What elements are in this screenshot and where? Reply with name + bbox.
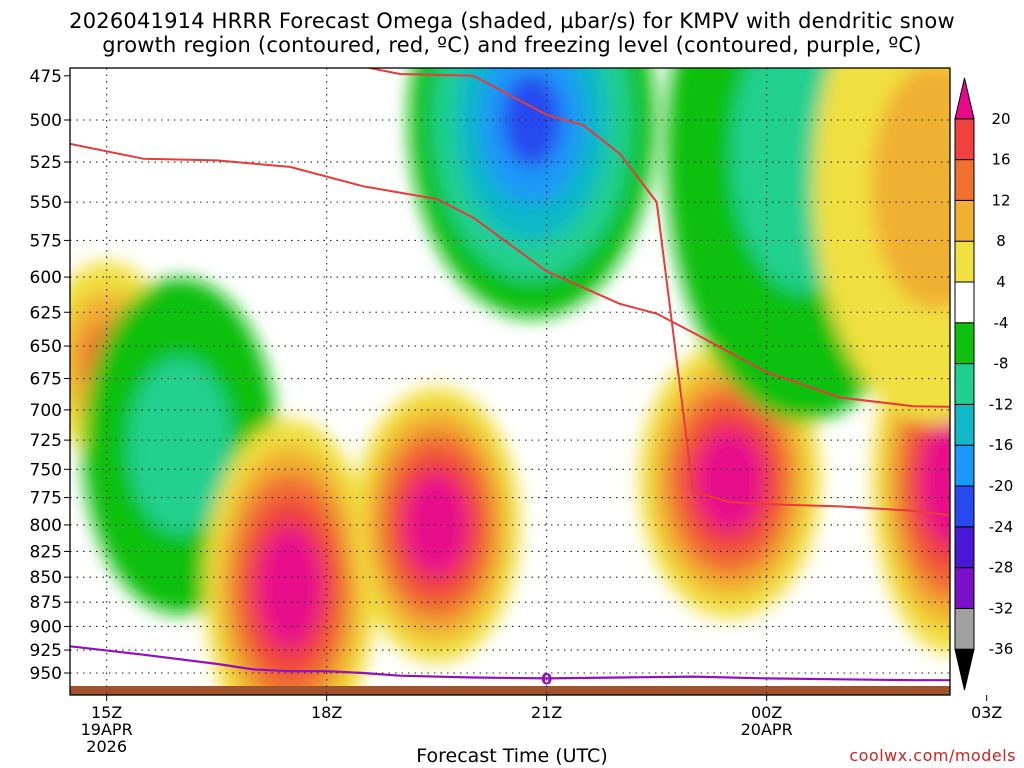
dgz-top-contour [70,142,950,408]
colorbar-swatch-8 [954,322,975,365]
colorbar-swatch-13 [954,118,975,161]
chart-title-line-2: growth region (contoured, red, ºC) and f… [102,33,922,57]
dgz-bottom-contour [364,68,950,517]
y-tick-label-625: 625 [30,303,62,323]
y-tick-label-950: 950 [30,664,62,684]
omega-cell-1-level-1 [128,358,232,535]
x-tick-label-15Z: 15Z [91,703,122,722]
colorbar-swatch-6 [954,403,975,446]
colorbar-swatch-1 [954,607,975,650]
colorbar-label-4: 4 [996,273,1006,291]
colorbar-label-12: 12 [991,191,1010,209]
contour-lines: 00 [70,68,950,688]
y-tick-label-575: 575 [30,231,62,251]
colorbar-label-16: 16 [991,151,1010,169]
colorbar-swatch-11 [954,199,975,242]
x-tick-label-18Z: 18Z [311,703,342,722]
y-tick-label-500: 500 [30,111,62,131]
chart-title-line-1: 2026041914 HRRR Forecast Omega (shaded, … [69,9,955,33]
colorbar-label--16: -16 [989,436,1014,454]
y-tick-label-525: 525 [30,153,62,173]
y-tick-label-825: 825 [30,542,62,562]
freezing-level-contour [70,645,950,682]
colorbar-swatch-2 [954,567,975,609]
x-axis: 15Z19APR202618Z21Z00Z20APR03Z06Z [81,695,1002,756]
y-tick-label-725: 725 [30,431,62,451]
y-tick-label-875: 875 [30,593,62,613]
colorbar-swatch-5 [954,444,975,487]
colorbar-label-20: 20 [991,110,1010,128]
colorbar-swatch-highest [954,77,975,120]
y-tick-label-900: 900 [30,617,62,637]
freezing-level-label-0: 0 [541,669,552,688]
omega-cell-9-level-1 [871,68,950,310]
y-tick-label-775: 775 [30,489,62,509]
x-tick-label-21Z: 21Z [531,703,562,722]
y-tick-label-600: 600 [30,268,62,288]
credit-link[interactable]: coolwx.com/models [849,746,1016,765]
grid-lines [70,68,950,695]
y-tick-label-700: 700 [30,401,62,421]
colorbar-label--36: -36 [989,640,1014,658]
y-tick-label-850: 850 [30,568,62,588]
colorbar-swatch-3 [954,526,975,569]
x-tick-date-15Z: 19APR [81,720,133,739]
y-tick-label-750: 750 [30,460,62,480]
y-tick-label-800: 800 [30,516,62,536]
omega-cell-6-level-5 [709,451,751,511]
colorbar-swatch-10 [954,240,975,283]
y-axis: 475 500 525 550 575 600 625 650 675 700 725 750 775 8… [30,67,70,684]
colorbar-swatch-9 [954,281,975,324]
omega-cell-3-level-5 [417,495,456,555]
x-tick-date-00Z: 20APR [741,720,793,739]
colorbar-swatch-lowest [954,648,975,691]
x-tick-year-15Z: 2026 [86,737,127,756]
omega-shaded-field [70,68,950,695]
omega-blobs [70,68,950,695]
colorbar: -36 -32 -28 -24 -20 -16 -12 -8 -4 4 8 12 16 20 [954,77,1014,691]
colorbar-label--8: -8 [994,355,1009,373]
colorbar-label--28: -28 [989,559,1014,577]
y-tick-label-475: 475 [30,67,62,87]
x-axis-title: Forecast Time (UTC) [416,745,608,767]
y-tick-label-550: 550 [30,193,62,213]
omega-cell-8-level-5 [932,445,950,517]
omega-cell-2-level-5 [270,552,310,622]
plot-frame [69,67,951,696]
x-tick-label-03Z: 03Z [971,703,1002,722]
y-tick-label-925: 925 [30,641,62,661]
colorbar-label--32: -32 [989,599,1014,617]
x-tick-label-00Z: 00Z [751,703,782,722]
colorbar-swatch-12 [954,159,975,201]
y-tick-label-675: 675 [30,370,62,390]
colorbar-label--12: -12 [989,395,1014,413]
colorbar-label--4: -4 [994,314,1009,332]
ground-strip [70,686,950,695]
colorbar-label-8: 8 [996,232,1006,250]
colorbar-label--20: -20 [989,477,1014,495]
y-tick-label-650: 650 [30,337,62,357]
colorbar-swatch-7 [954,363,975,405]
colorbar-label--24: -24 [989,518,1014,536]
colorbar-swatch-4 [954,485,975,528]
